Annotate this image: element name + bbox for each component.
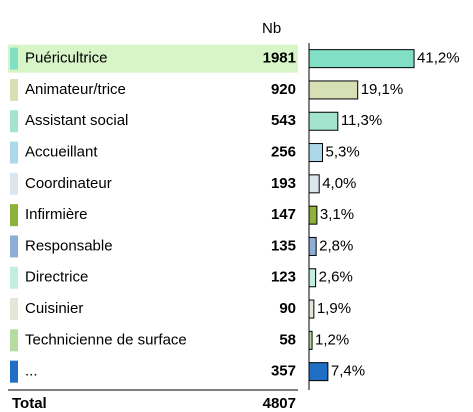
- value-label: 19,1%: [361, 81, 404, 98]
- category-label: Accueillant: [25, 144, 98, 161]
- value-label: 7,4%: [331, 363, 365, 380]
- value-label: 11,3%: [341, 112, 382, 129]
- category-label: Animateur/trice: [25, 81, 126, 98]
- bar: [308, 143, 324, 163]
- count: 543: [271, 112, 296, 129]
- row-swatch: [10, 78, 18, 101]
- bar: [308, 49, 415, 69]
- count: 135: [271, 237, 296, 254]
- row-swatch: [10, 204, 18, 227]
- value-label: 2,6%: [319, 269, 353, 286]
- row-swatch: [10, 235, 18, 258]
- bar: [308, 80, 359, 100]
- row-swatch: [10, 360, 18, 383]
- count: 193: [271, 175, 296, 192]
- count: 123: [271, 269, 296, 286]
- value-label: 5,3%: [326, 144, 360, 161]
- bar: [308, 299, 315, 319]
- value-label: 2,8%: [319, 237, 353, 254]
- bar: [308, 236, 317, 256]
- category-label: Cuisinier: [25, 300, 83, 317]
- category-label: Coordinateur: [25, 175, 112, 192]
- category-label: ...: [25, 363, 38, 380]
- count: 58: [279, 331, 296, 348]
- row-swatch: [10, 266, 18, 289]
- category-label: Technicienne de surface: [25, 331, 187, 348]
- category-label: Puéricultrice: [25, 50, 108, 67]
- row-swatch: [10, 47, 18, 70]
- count-header: Nb: [262, 20, 281, 37]
- total-count: 4807: [263, 395, 296, 412]
- bar: [308, 205, 318, 225]
- row-swatch: [10, 329, 18, 352]
- bar: [308, 174, 320, 194]
- count: 256: [271, 144, 296, 161]
- count: 90: [279, 300, 296, 317]
- category-label: Directrice: [25, 269, 88, 286]
- count: 147: [271, 206, 296, 223]
- row-highlight: [8, 44, 298, 73]
- bar: [308, 362, 329, 382]
- value-label: 3,1%: [320, 206, 354, 223]
- value-label: 4,0%: [322, 175, 356, 192]
- bar: [308, 330, 313, 350]
- category-label: Responsable: [25, 237, 113, 254]
- value-label: 1,9%: [317, 300, 351, 317]
- value-label: 41,2%: [417, 50, 460, 67]
- category-label: Assistant social: [25, 112, 128, 129]
- bar: [308, 268, 317, 288]
- total-label: Total: [12, 395, 47, 412]
- row-swatch: [10, 172, 18, 195]
- count: 357: [271, 363, 296, 380]
- count: 920: [271, 81, 296, 98]
- row-swatch: [10, 110, 18, 133]
- row-swatch: [10, 298, 18, 321]
- bar: [308, 111, 339, 131]
- category-label: Infirmière: [25, 206, 88, 223]
- value-label: 1,2%: [315, 331, 349, 348]
- row-swatch: [10, 141, 18, 164]
- count: 1981: [263, 50, 296, 67]
